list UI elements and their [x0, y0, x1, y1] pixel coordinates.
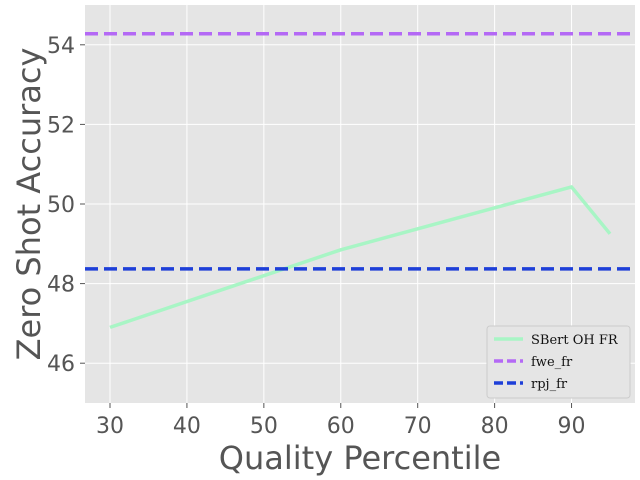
- y-tick-label: 48: [47, 273, 75, 298]
- tick-labels: 30 40 50 60 70 80 90 46 48 50 52 54: [47, 34, 586, 439]
- x-axis-title: Quality Percentile: [219, 439, 501, 477]
- y-tick-label: 50: [47, 193, 75, 218]
- x-tick-label: 50: [250, 414, 278, 439]
- legend-label-fwe-fr: fwe_fr: [531, 355, 573, 370]
- y-tick-label: 52: [47, 113, 75, 138]
- x-tick-label: 30: [96, 414, 124, 439]
- legend-label-rpj-fr: rpj_fr: [531, 377, 568, 392]
- grid: [85, 5, 635, 403]
- x-tick-label: 60: [327, 414, 355, 439]
- x-tick-label: 80: [481, 414, 509, 439]
- x-tick-label: 40: [173, 414, 201, 439]
- legend: SBert OH FR fwe_fr rpj_fr: [486, 325, 631, 399]
- legend-box: [486, 325, 631, 399]
- x-tick-label: 70: [404, 414, 432, 439]
- y-axis-title: Zero Shot Accuracy: [10, 48, 48, 361]
- y-tick-label: 46: [47, 352, 75, 377]
- series-layer: [85, 31, 635, 330]
- x-tick-label: 90: [558, 414, 586, 439]
- legend-label-sbert: SBert OH FR: [531, 333, 619, 348]
- series-line-sbert-oh-fr: [109, 185, 612, 330]
- y-tick-label: 54: [47, 34, 75, 59]
